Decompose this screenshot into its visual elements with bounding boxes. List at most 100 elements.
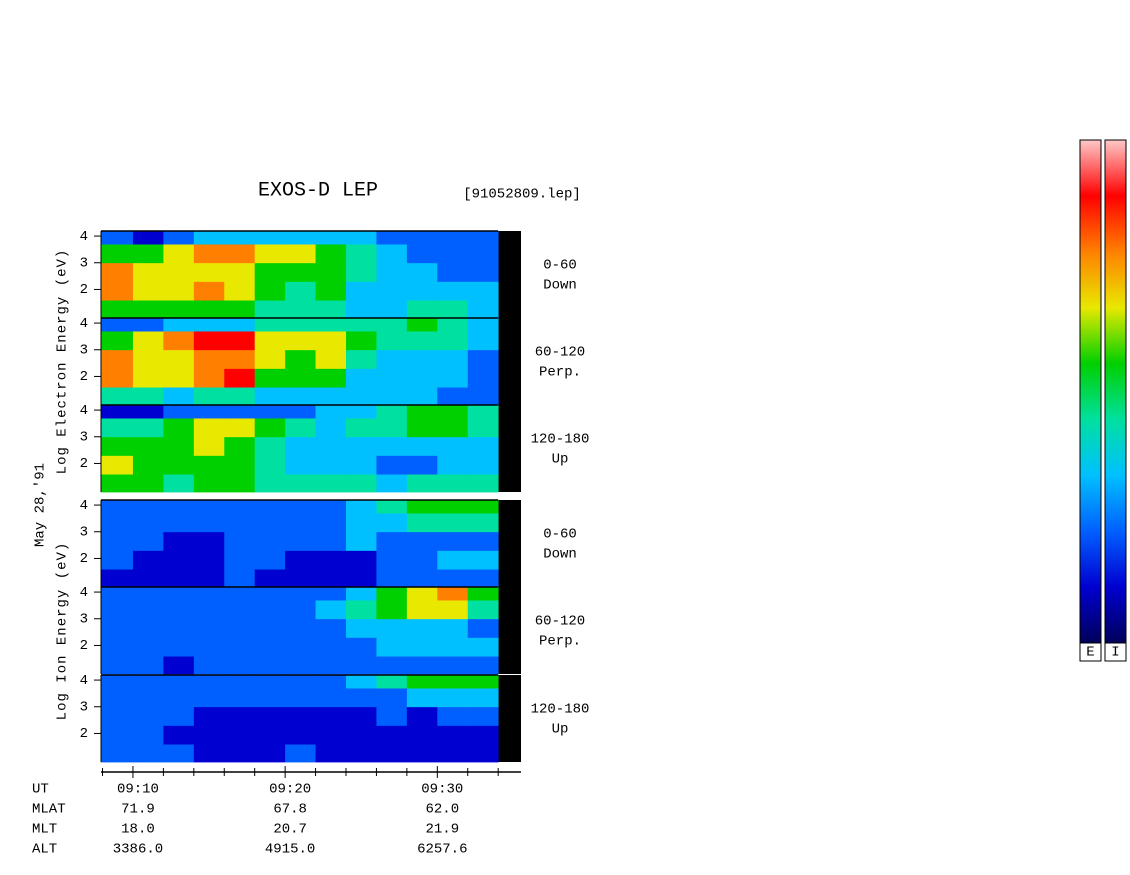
heat-cell xyxy=(285,436,316,456)
y-tick-label: 2 xyxy=(80,456,88,472)
heat-cell xyxy=(376,500,408,514)
heat-cell xyxy=(132,618,164,638)
heat-cell xyxy=(224,262,256,282)
heat-cell xyxy=(101,349,134,369)
heat-cell xyxy=(224,688,256,708)
heat-cell xyxy=(346,550,377,570)
heat-cell xyxy=(254,387,286,406)
heat-cell xyxy=(101,281,134,301)
ephemeris-label: UT xyxy=(32,782,49,798)
heat-cell xyxy=(101,405,134,419)
heat-cell xyxy=(224,231,256,245)
y-tick-label: 3 xyxy=(80,429,88,445)
heat-cell xyxy=(193,531,225,551)
heat-cell xyxy=(406,368,438,388)
heat-cell xyxy=(224,675,256,689)
heat-cell xyxy=(376,744,408,763)
heat-cell xyxy=(224,587,256,601)
heat-cell xyxy=(132,706,164,726)
heat-cell xyxy=(101,513,134,533)
heat-cell xyxy=(163,418,195,438)
heat-cell xyxy=(376,368,408,388)
y-tick-label: 4 xyxy=(80,673,88,689)
heat-cell xyxy=(163,368,195,388)
heat-cell xyxy=(285,349,316,369)
ephemeris-value: 21.9 xyxy=(425,822,459,838)
heat-cell xyxy=(437,618,469,638)
heat-cell xyxy=(254,550,286,570)
y-tick-label: 4 xyxy=(80,229,88,245)
heat-cell xyxy=(437,550,469,570)
heat-cell xyxy=(132,387,164,406)
heat-cell xyxy=(101,656,134,675)
heat-cell xyxy=(132,725,164,745)
heat-cell xyxy=(101,587,134,601)
heat-cell xyxy=(285,600,316,620)
heat-cell xyxy=(406,387,438,406)
ephemeris-value: 6257.6 xyxy=(417,842,467,858)
heat-cell xyxy=(193,600,225,620)
heat-cell xyxy=(406,569,438,588)
heat-cell xyxy=(132,244,164,264)
heat-cell xyxy=(376,513,408,533)
heat-cell xyxy=(101,231,134,245)
heat-cell xyxy=(193,637,225,657)
no-data-region xyxy=(498,587,521,674)
heat-cell xyxy=(406,231,438,245)
heat-cell xyxy=(467,244,499,264)
heat-cell xyxy=(163,513,195,533)
heat-cell xyxy=(224,569,256,588)
heat-cell xyxy=(406,637,438,657)
heat-cell xyxy=(224,656,256,675)
heat-cell xyxy=(285,331,316,351)
heat-cell xyxy=(163,349,195,369)
heat-cell xyxy=(224,600,256,620)
heat-cell xyxy=(376,587,408,601)
heat-cell xyxy=(376,656,408,675)
heat-cell xyxy=(315,405,347,419)
y-tick-label: 4 xyxy=(80,498,88,514)
heat-cell xyxy=(346,300,377,319)
heat-cell xyxy=(193,500,225,514)
y-axis-label: Log Ion Energy (eV) xyxy=(55,542,71,721)
heat-cell xyxy=(132,418,164,438)
heat-cell xyxy=(346,513,377,533)
heat-cell xyxy=(406,500,438,514)
heat-cell xyxy=(163,675,195,689)
heat-cell xyxy=(132,675,164,689)
heat-cell xyxy=(376,244,408,264)
heat-cell xyxy=(101,368,134,388)
heat-cell xyxy=(376,262,408,282)
heat-cell xyxy=(315,618,347,638)
heat-cell xyxy=(254,656,286,675)
heat-cell xyxy=(254,318,286,332)
heat-cell xyxy=(346,618,377,638)
heat-cell xyxy=(193,550,225,570)
heat-cell xyxy=(346,656,377,675)
heat-cell xyxy=(406,281,438,301)
heat-cell xyxy=(406,550,438,570)
y-axis-label: Log Electron Energy (eV) xyxy=(55,249,71,475)
y-tick-label: 2 xyxy=(80,638,88,654)
heat-cell xyxy=(132,436,164,456)
heat-cell xyxy=(193,262,225,282)
heat-cell xyxy=(437,600,469,620)
heat-cell xyxy=(254,262,286,282)
heat-cell xyxy=(101,331,134,351)
panel-label: 60-120 xyxy=(535,614,585,630)
heat-cell xyxy=(193,318,225,332)
heat-cell xyxy=(376,725,408,745)
heat-cell xyxy=(437,688,469,708)
heat-cell xyxy=(346,331,377,351)
heat-cell xyxy=(467,600,499,620)
heat-cell xyxy=(132,513,164,533)
heat-cell xyxy=(376,455,408,475)
date-label: May 28,'91 xyxy=(33,463,49,547)
no-data-region xyxy=(498,318,521,405)
heat-cell xyxy=(193,418,225,438)
heat-cell xyxy=(132,455,164,475)
heat-cell xyxy=(315,368,347,388)
heat-cell xyxy=(315,656,347,675)
heat-cell xyxy=(437,531,469,551)
heat-cell xyxy=(254,706,286,726)
